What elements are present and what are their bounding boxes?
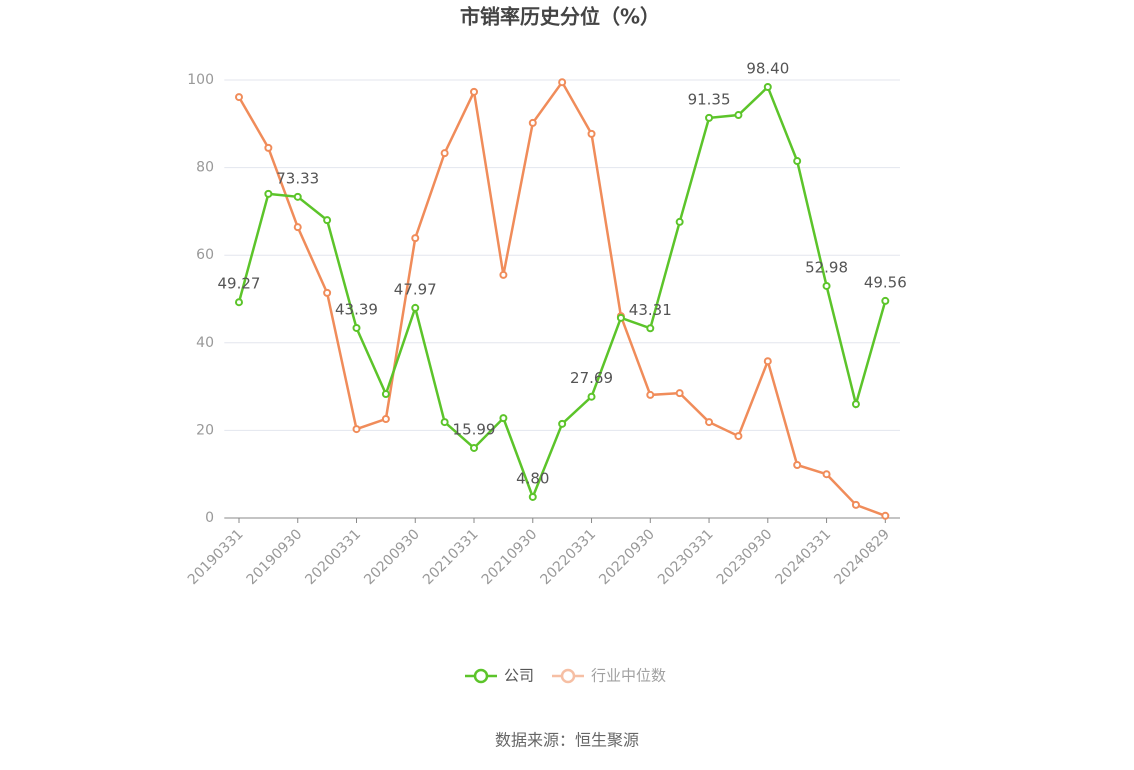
data-point xyxy=(734,111,743,120)
data-point xyxy=(675,389,684,398)
data-point xyxy=(822,281,831,290)
legend-marker xyxy=(560,668,576,684)
data-point xyxy=(705,418,714,427)
data-label: 91.35 xyxy=(688,90,731,108)
x-tick-label: 20210331 xyxy=(420,526,482,588)
data-point xyxy=(734,432,743,441)
data-label: 4.80 xyxy=(516,469,549,487)
x-tick-label: 20240829 xyxy=(831,526,893,588)
data-point xyxy=(616,313,625,322)
data-point xyxy=(381,390,390,399)
data-label: 47.97 xyxy=(394,280,437,298)
legend-marker xyxy=(473,668,489,684)
data-point xyxy=(793,157,802,166)
data-point xyxy=(470,87,479,96)
data-point xyxy=(793,461,802,470)
data-point xyxy=(558,419,567,428)
data-point xyxy=(440,418,449,427)
data-label: 73.33 xyxy=(276,169,319,187)
data-point xyxy=(499,270,508,279)
data-point xyxy=(587,392,596,401)
data-point xyxy=(234,93,243,102)
data-point xyxy=(293,192,302,201)
data-point xyxy=(851,500,860,509)
data-point xyxy=(293,223,302,232)
data-point xyxy=(323,216,332,225)
x-tick-label: 20240331 xyxy=(773,526,835,588)
data-point xyxy=(528,492,537,501)
y-tick-label: 0 xyxy=(205,510,214,526)
data-point xyxy=(411,234,420,243)
data-point xyxy=(646,390,655,399)
legend-label: 公司 xyxy=(504,667,534,685)
x-tick-label: 20200331 xyxy=(302,526,364,588)
data-label: 49.27 xyxy=(218,275,261,293)
data-point xyxy=(323,288,332,297)
data-point xyxy=(646,324,655,333)
data-label: 15.99 xyxy=(453,420,496,438)
source-note: 数据来源：恒生聚源 xyxy=(495,731,639,750)
data-point xyxy=(470,443,479,452)
data-label: 52.98 xyxy=(805,258,848,276)
x-tick-label: 20230930 xyxy=(714,526,776,588)
y-tick-label: 40 xyxy=(196,335,214,351)
data-point xyxy=(822,470,831,479)
x-tick-label: 20230331 xyxy=(655,526,717,588)
data-point xyxy=(705,113,714,122)
legend-item[interactable]: 公司 xyxy=(465,667,534,685)
legend-label: 行业中位数 xyxy=(591,667,666,685)
data-point xyxy=(881,511,890,520)
y-tick-label: 80 xyxy=(196,160,214,176)
data-point xyxy=(352,425,361,434)
data-label: 43.31 xyxy=(629,301,672,319)
data-point xyxy=(264,143,273,152)
data-point xyxy=(763,357,772,366)
data-label: 43.39 xyxy=(335,300,378,318)
x-tick-label: 20220331 xyxy=(537,526,599,588)
y-tick-label: 100 xyxy=(187,72,214,88)
data-point xyxy=(558,78,567,87)
x-tick-label: 20210930 xyxy=(479,526,541,588)
x-tick-label: 20190930 xyxy=(244,526,306,588)
data-point xyxy=(881,296,890,305)
data-point xyxy=(763,83,772,92)
y-tick-label: 20 xyxy=(196,422,214,438)
series-line xyxy=(237,79,886,517)
data-point xyxy=(234,298,243,307)
data-label: 49.56 xyxy=(864,273,907,291)
data-point xyxy=(851,400,860,409)
y-tick-label: 60 xyxy=(196,247,214,263)
data-point xyxy=(352,323,361,332)
data-point xyxy=(587,129,596,138)
x-tick-label: 20200930 xyxy=(361,526,423,588)
data-point xyxy=(499,414,508,423)
data-point xyxy=(381,415,390,424)
data-point xyxy=(264,189,273,198)
data-label: 27.69 xyxy=(570,369,613,387)
data-point xyxy=(411,303,420,312)
data-label: 98.40 xyxy=(746,60,789,78)
x-tick-label: 20190331 xyxy=(185,526,247,588)
chart-title: 市销率历史分位（%） xyxy=(460,5,660,29)
data-point xyxy=(440,149,449,158)
data-point xyxy=(528,118,537,127)
x-tick-label: 20220930 xyxy=(596,526,658,588)
data-point xyxy=(675,217,684,226)
legend-item[interactable]: 行业中位数 xyxy=(552,667,666,685)
